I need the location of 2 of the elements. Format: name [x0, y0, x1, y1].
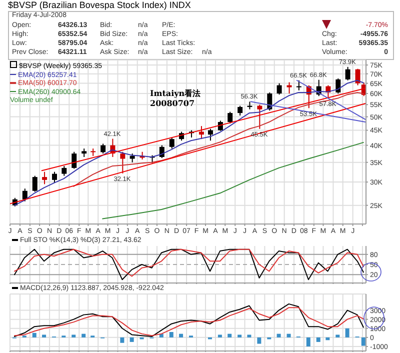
chart-title: $BVSP (Brazilian Bovespa Stock Index) INDX [8, 0, 191, 10]
annotation: Imtaiyn看法 20080707 [150, 88, 202, 108]
